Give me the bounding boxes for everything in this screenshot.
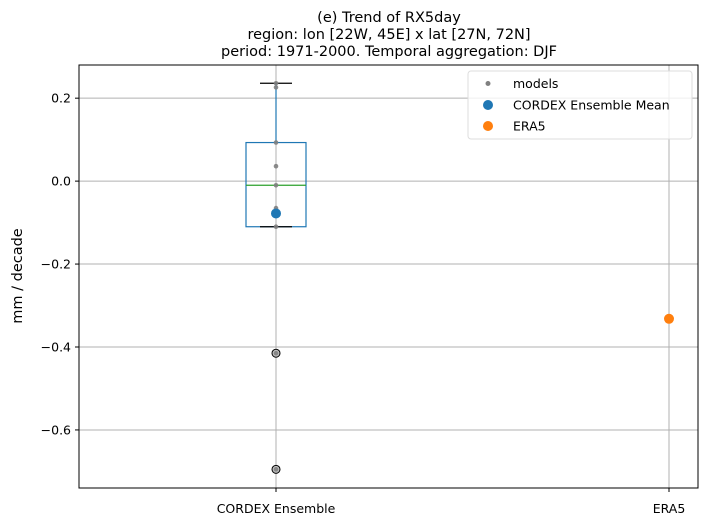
legend-label-models: models <box>513 76 558 91</box>
era5-point <box>664 313 674 324</box>
legend-frame <box>467 70 693 140</box>
legend-marker-ensemble-mean <box>483 100 493 110</box>
y-tick-label: −0.2 <box>41 257 71 272</box>
x-tick-label: ERA5 <box>653 501 686 516</box>
y-axis-label: mm / decade <box>10 228 26 324</box>
plot-frame <box>78 64 699 489</box>
grid-layer <box>79 65 698 488</box>
model-point <box>273 80 279 86</box>
legend: models CORDEX Ensemble Mean ERA5 <box>467 70 693 140</box>
model-point <box>273 467 279 472</box>
chart-title-line-1: (e) Trend of RX5day <box>317 10 461 26</box>
y-tick-label: 0.0 <box>51 174 71 189</box>
axis-layer: 0.2 0.0 −0.2 −0.4 −0.6 CORDEX Ensemble ERA5 <box>41 64 699 516</box>
y-tick-label: −0.4 <box>41 340 71 355</box>
model-point <box>273 163 279 169</box>
y-tick-label: −0.6 <box>41 422 71 437</box>
model-point <box>273 350 279 356</box>
y-tick-label: 0.2 <box>51 91 71 106</box>
legend-label-era5: ERA5 <box>513 119 546 134</box>
legend-label-ensemble-mean: CORDEX Ensemble Mean <box>513 98 670 113</box>
chart-title-line-2: region: lon [22W, 45E] x lat [27N, 72N] <box>247 27 530 43</box>
model-point <box>273 140 279 145</box>
model-point <box>273 182 279 188</box>
ensemble-mean-point <box>271 208 281 219</box>
points-layer <box>271 80 674 472</box>
legend-marker-models <box>485 81 491 86</box>
x-tick-label: CORDEX Ensemble <box>217 501 336 516</box>
legend-marker-era5 <box>483 121 493 131</box>
model-point <box>273 224 279 230</box>
model-point <box>273 85 279 90</box>
chart-title-line-3: period: 1971-2000. Temporal aggregation:… <box>221 44 557 60</box>
